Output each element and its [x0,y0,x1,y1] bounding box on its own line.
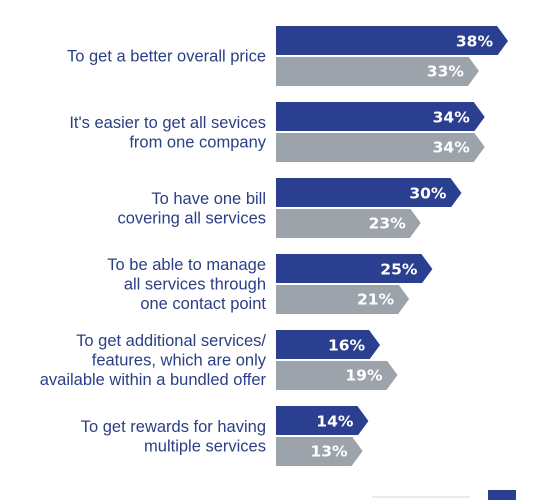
bar-series-2-2 [276,132,485,162]
bar-series-1-5 [276,330,381,360]
category-label-2: It's easier to get all sevices from one c… [69,114,266,152]
category-label-1: To get a better overall price [67,48,266,66]
bar-series-1-2 [276,102,485,132]
bar-series-2-6 [276,436,363,466]
value-label-series-2-3: 23% [369,215,407,233]
value-label-series-1-4: 25% [380,261,418,279]
category-label-3: To have one bill covering all services [117,190,266,228]
bar-series-2-3 [276,208,421,238]
category-label-4: To be able to manage all services through… [107,256,266,313]
value-label-series-2-4: 21% [357,291,395,309]
value-label-series-2-5: 19% [345,367,383,385]
bar-series-2-4 [276,284,410,314]
bar-series-1-3 [276,178,462,208]
value-label-series-2-6: 13% [310,443,348,461]
bar-series-2-5 [276,360,398,390]
value-label-series-1-2: 34% [433,109,471,127]
bar-series-1-6 [276,406,369,436]
value-label-series-1-3: 30% [409,185,447,203]
legend-swatch-series-1 [488,490,516,500]
bar-series-1-1 [276,26,508,56]
bar-series-2-1 [276,56,479,86]
category-label-6: To get rewards for having multiple servic… [81,418,266,456]
bar-series-1-4 [276,254,433,284]
value-label-series-1-1: 38% [456,33,494,51]
value-label-series-1-6: 14% [316,413,354,431]
category-label-5: To get additional services/features, whi… [40,332,267,389]
value-label-series-2-1: 33% [427,63,465,81]
value-label-series-1-5: 16% [328,337,366,355]
value-label-series-2-2: 34% [433,139,471,157]
